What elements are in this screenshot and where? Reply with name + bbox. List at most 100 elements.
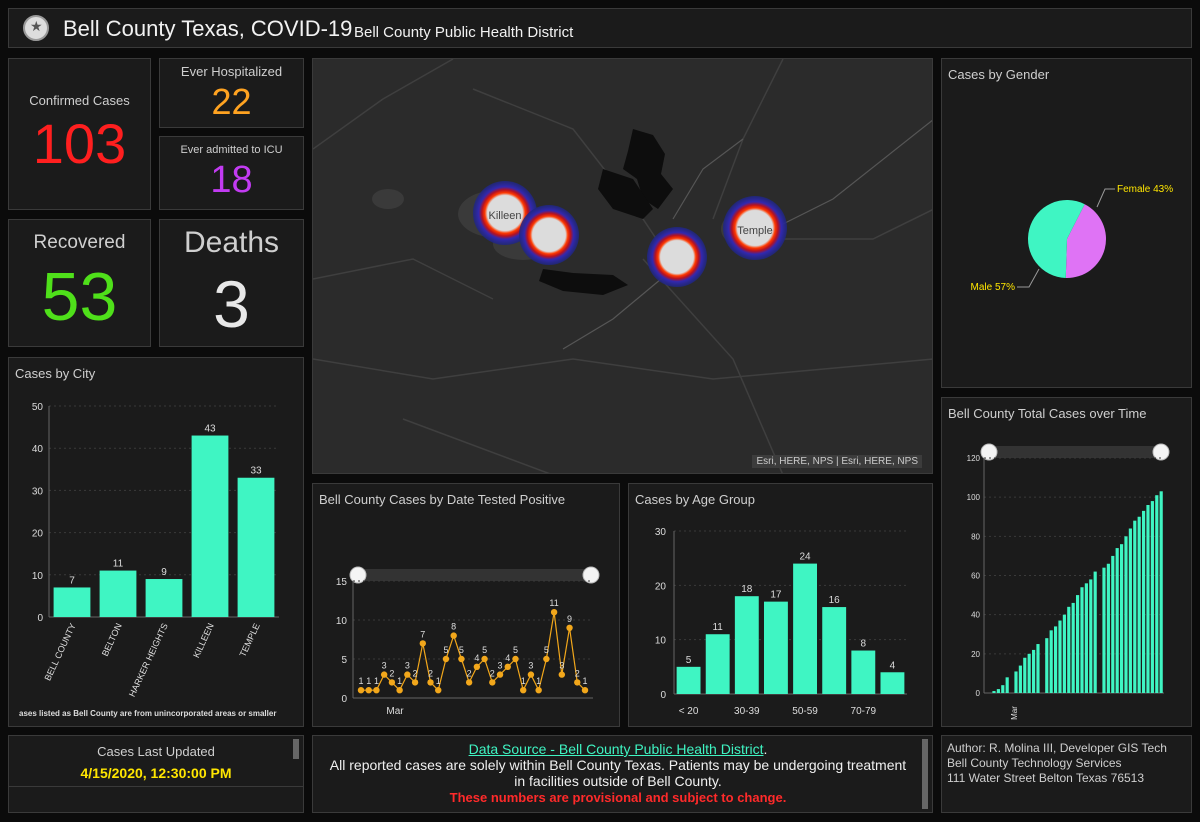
city-bar-chart[interactable]: 0 10 20 30 40 50 7 BELL COUNTY 11 BELTON 9 HARKER H… bbox=[9, 382, 303, 712]
cases-by-date-panel: Bell County Cases by Date Tested Positiv… bbox=[312, 483, 620, 727]
temple-cluster-marker[interactable] bbox=[723, 196, 787, 260]
date-data-label: 3 bbox=[405, 661, 410, 671]
harker-cluster-marker[interactable] bbox=[519, 205, 579, 265]
data-source-scrollbar[interactable] bbox=[922, 739, 928, 809]
date-data-label: 1 bbox=[374, 676, 379, 686]
map-label-killeen: Killeen bbox=[488, 210, 521, 222]
age-x-tick: 30-39 bbox=[734, 706, 760, 717]
date-y-tick: 5 bbox=[341, 655, 347, 666]
date-data-label: 2 bbox=[413, 668, 418, 678]
date-data-label: 5 bbox=[482, 645, 487, 655]
age-bar bbox=[676, 666, 701, 694]
total-over-time-panel: Bell County Total Cases over Time 0 20 40 6… bbox=[941, 397, 1192, 727]
age-bar bbox=[793, 563, 818, 694]
total-bar bbox=[1058, 620, 1062, 693]
deaths-indicator: Deaths 3 bbox=[159, 219, 304, 347]
total-bar bbox=[1036, 644, 1040, 693]
city-bar bbox=[53, 587, 91, 617]
city-data-label: 11 bbox=[113, 559, 124, 570]
county-seal-icon bbox=[23, 15, 49, 41]
date-data-label: 8 bbox=[451, 622, 456, 632]
map-canvas[interactable]: Killeen Temple bbox=[313, 59, 933, 474]
total-x-tick: Mar bbox=[1010, 706, 1019, 720]
total-bar bbox=[1067, 606, 1071, 693]
city-bar bbox=[237, 477, 275, 617]
date-data-label: 1 bbox=[366, 676, 371, 686]
total-range-slider-handle[interactable] bbox=[980, 443, 998, 461]
date-point bbox=[380, 671, 388, 678]
date-range-slider-handle[interactable] bbox=[349, 566, 367, 584]
header-bar: Bell County Texas, COVID-19 Bell County … bbox=[8, 8, 1192, 48]
total-bar bbox=[996, 689, 1000, 693]
dashboard-subtitle: Bell County Public Health District bbox=[354, 24, 574, 41]
total-bar bbox=[1076, 595, 1080, 693]
date-point bbox=[512, 655, 519, 663]
total-bar bbox=[1142, 510, 1146, 693]
city-bar bbox=[145, 579, 183, 617]
total-y-tick: 100 bbox=[967, 493, 981, 502]
gender-pie-slice bbox=[1028, 200, 1085, 278]
date-point bbox=[442, 655, 450, 663]
total-bar bbox=[1005, 677, 1009, 693]
last-updated-scrollbar[interactable] bbox=[293, 739, 299, 759]
data-source-line3: in facilities outside of Bell County. bbox=[514, 773, 722, 789]
total-bar bbox=[1150, 501, 1154, 693]
last-updated-panel: Cases Last Updated 4/15/2020, 12:30:00 P… bbox=[8, 735, 304, 813]
author-line2: Bell County Technology Services bbox=[947, 756, 1122, 770]
hospitalized-indicator: Ever Hospitalized 22 bbox=[159, 58, 304, 128]
total-range-slider-track bbox=[989, 446, 1161, 458]
age-y-tick: 10 bbox=[655, 636, 667, 647]
total-bar-chart[interactable]: 0 20 40 60 80 100 120 Mar bbox=[942, 420, 1191, 725]
date-data-label: 1 bbox=[397, 676, 402, 686]
date-point bbox=[365, 687, 372, 694]
date-range-slider-track bbox=[358, 569, 591, 581]
gender-pie-chart[interactable]: Female 43% Male 57% bbox=[942, 77, 1193, 387]
age-data-label: 16 bbox=[829, 595, 841, 606]
date-point bbox=[543, 655, 550, 663]
gender-pie-slice bbox=[1065, 204, 1106, 278]
total-bar bbox=[1071, 602, 1075, 693]
city-data-label: 7 bbox=[69, 575, 75, 586]
author-line1: Author: R. Molina III, Developer GIS Tec… bbox=[947, 741, 1167, 755]
age-data-label: 8 bbox=[861, 639, 867, 650]
gender-label-male: Male 57% bbox=[971, 282, 1016, 293]
date-point bbox=[496, 671, 504, 678]
total-bar bbox=[1111, 555, 1115, 693]
date-point bbox=[535, 687, 542, 694]
total-bar bbox=[1045, 638, 1049, 693]
date-data-label: 1 bbox=[436, 676, 441, 686]
city-data-label: 43 bbox=[204, 424, 216, 435]
age-data-label: 5 bbox=[686, 655, 692, 666]
date-point bbox=[481, 655, 488, 663]
date-data-label: 7 bbox=[420, 629, 425, 639]
deaths-value: 3 bbox=[213, 267, 250, 341]
date-data-label: 3 bbox=[498, 661, 503, 671]
total-bar bbox=[1137, 516, 1141, 693]
last-updated-value: 4/15/2020, 12:30:00 PM bbox=[80, 765, 232, 781]
date-range-slider-handle[interactable] bbox=[582, 566, 600, 584]
city-chart-footnote: ases listed as Bell County are from unin… bbox=[19, 709, 277, 718]
age-bar-chart[interactable]: 0 10 20 30 5 < 20 11 18 30-39 17 24 50-59 16 8 70-79 4 bbox=[629, 506, 932, 726]
total-y-tick: 0 bbox=[976, 689, 981, 698]
age-bar bbox=[822, 607, 847, 694]
city-y-tick: 40 bbox=[32, 444, 44, 455]
date-point bbox=[435, 687, 442, 694]
date-point bbox=[473, 663, 481, 670]
cases-map[interactable]: Killeen Temple Esri, HERE, NPS | Esri, H… bbox=[312, 58, 933, 474]
data-source-link[interactable]: Data Source - Bell County Public Health … bbox=[468, 741, 764, 757]
icu-value: 18 bbox=[210, 159, 253, 201]
date-data-label: 2 bbox=[467, 668, 472, 678]
date-data-label: 1 bbox=[521, 676, 526, 686]
belton-cluster-marker[interactable] bbox=[647, 227, 707, 287]
total-range-slider-handle[interactable] bbox=[1152, 443, 1170, 461]
total-bar bbox=[1032, 649, 1036, 693]
date-point bbox=[504, 663, 511, 670]
age-bar bbox=[880, 672, 905, 694]
city-x-tick: HARKER HEIGHTS bbox=[127, 622, 170, 699]
city-x-tick: BELTON bbox=[100, 622, 124, 658]
recovered-value: 53 bbox=[41, 259, 118, 335]
date-data-label: 5 bbox=[443, 645, 448, 655]
date-point bbox=[520, 687, 527, 694]
recovered-indicator: Recovered 53 bbox=[8, 219, 151, 347]
